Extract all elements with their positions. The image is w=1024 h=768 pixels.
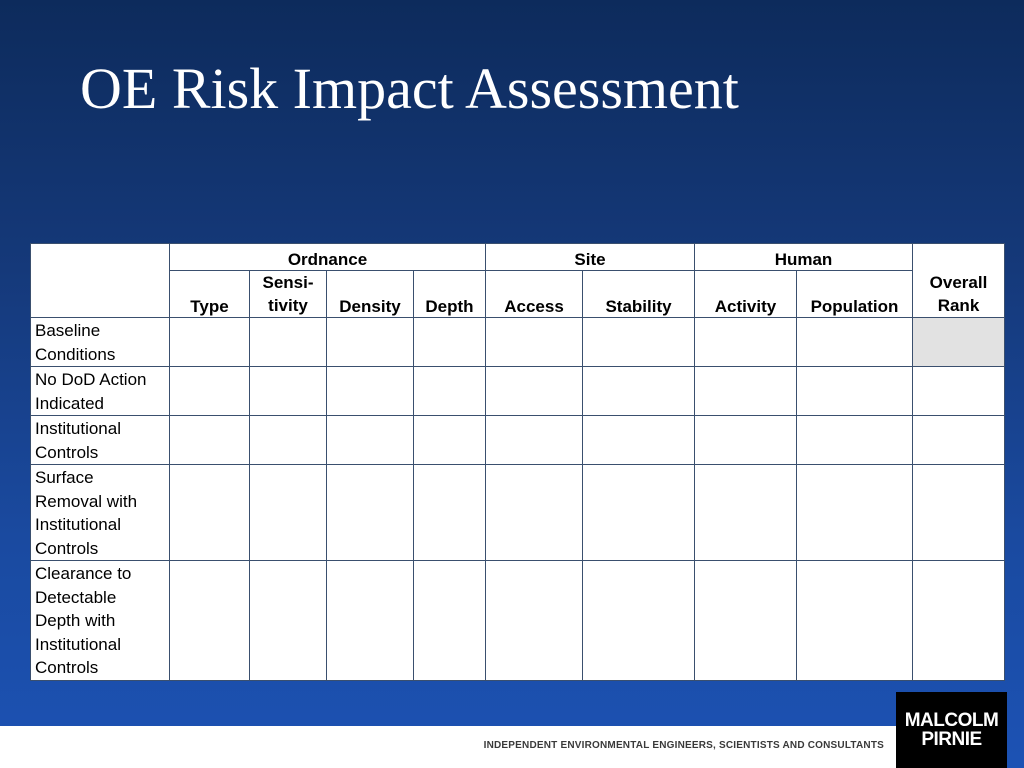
score-cell (326, 464, 414, 561)
alternative-label: Institutional Controls (30, 415, 170, 465)
score-cell (912, 317, 1005, 367)
table-row: Baseline Conditions (30, 317, 1005, 367)
col-header-density: Density (326, 270, 414, 318)
score-cell (582, 560, 695, 681)
score-cell (796, 366, 913, 416)
score-cell (485, 560, 583, 681)
score-cell (485, 317, 583, 367)
score-cell (249, 366, 327, 416)
score-cell (694, 317, 797, 367)
score-cell (326, 366, 414, 416)
score-cell (169, 415, 250, 465)
slide-title: OE Risk Impact Assessment (80, 56, 739, 121)
score-cell (169, 317, 250, 367)
malcolm-pirnie-logo: MALCOLM PIRNIE (896, 692, 1007, 768)
score-cell (796, 464, 913, 561)
table-row: Institutional Controls (30, 415, 1005, 465)
score-cell (249, 464, 327, 561)
table-row: Surface Removal with Institutional Controls (30, 464, 1005, 561)
score-cell (694, 560, 797, 681)
score-cell (413, 366, 486, 416)
col-header-stability: Stability (582, 270, 695, 318)
score-cell (249, 560, 327, 681)
alternative-label: No DoD Action Indicated (30, 366, 170, 416)
score-cell (582, 415, 695, 465)
score-cell (169, 560, 250, 681)
col-header-sensitivity: Sensi-tivity (249, 270, 327, 318)
score-cell (413, 560, 486, 681)
footer-tagline: INDEPENDENT ENVIRONMENTAL ENGINEERS, SCI… (483, 740, 884, 751)
score-cell (694, 415, 797, 465)
score-cell (326, 317, 414, 367)
group-header-human: Human (694, 248, 913, 271)
alternative-label: Baseline Conditions (30, 317, 170, 367)
col-header-access: Access (485, 270, 583, 318)
score-cell (582, 464, 695, 561)
alternative-label: Clearance to Detectable Depth with Institut… (30, 560, 170, 681)
table-row: Clearance to Detectable Depth with Institut… (30, 560, 1005, 681)
score-cell (485, 366, 583, 416)
score-cell (413, 415, 486, 465)
footer-bar: INDEPENDENT ENVIRONMENTAL ENGINEERS, SCI… (0, 726, 896, 768)
score-cell (169, 464, 250, 561)
score-cell (413, 317, 486, 367)
score-cell (169, 366, 250, 416)
col-header-population: Population (796, 270, 913, 318)
alternative-label: Surface Removal with Institutional Controls (30, 464, 170, 561)
score-cell (912, 415, 1005, 465)
score-cell (796, 560, 913, 681)
score-cell (694, 366, 797, 416)
score-cell (796, 415, 913, 465)
col-header-activity: Activity (694, 270, 797, 318)
risk-assessment-table: Overall Rank Ordnance Site Human Type Sen… (30, 243, 1005, 681)
score-cell (796, 317, 913, 367)
score-cell (582, 366, 695, 416)
col-header-type: Type (169, 270, 250, 318)
col-header-depth: Depth (413, 270, 486, 318)
score-cell (249, 415, 327, 465)
score-cell (326, 415, 414, 465)
score-cell (582, 317, 695, 367)
score-cell (912, 464, 1005, 561)
score-cell (912, 560, 1005, 681)
score-cell (413, 464, 486, 561)
score-cell (912, 366, 1005, 416)
overall-rank-header: Overall Rank (912, 243, 1005, 318)
group-header-site: Site (485, 248, 695, 271)
score-cell (694, 464, 797, 561)
score-cell (485, 464, 583, 561)
group-header-ordnance: Ordnance (169, 248, 486, 271)
score-cell (485, 415, 583, 465)
table-body: Baseline Conditions No DoD Action Indicated… (30, 317, 1005, 681)
corner-cell (30, 243, 170, 318)
score-cell (249, 317, 327, 367)
table-row: No DoD Action Indicated (30, 366, 1005, 416)
score-cell (326, 560, 414, 681)
